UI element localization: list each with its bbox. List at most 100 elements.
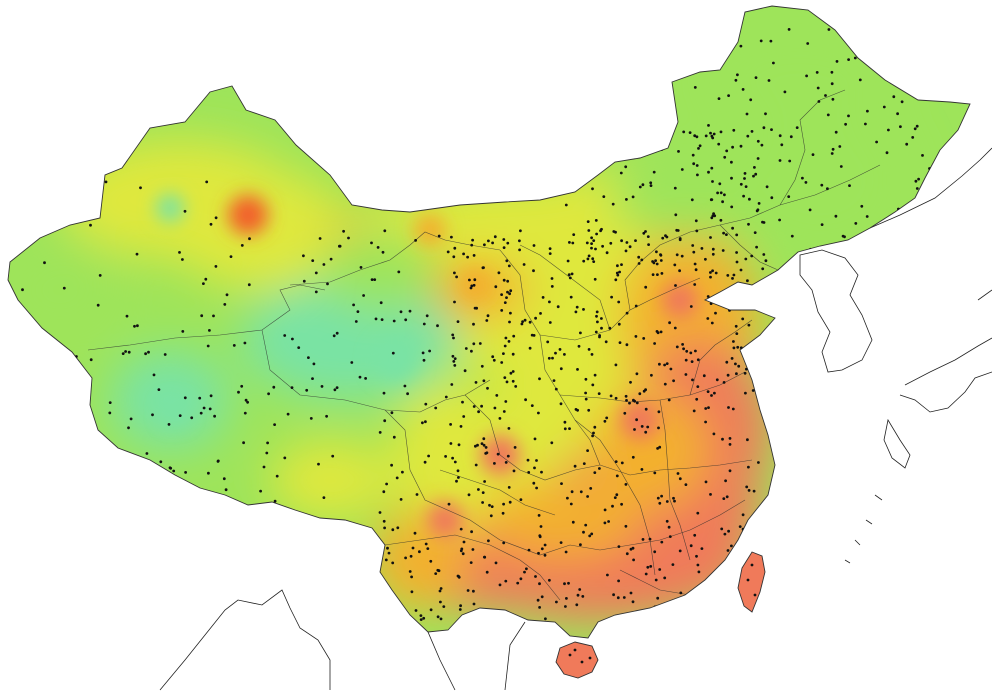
- station-point: [569, 502, 573, 506]
- station-point: [470, 349, 473, 353]
- station-point: [625, 198, 628, 201]
- station-point: [739, 182, 743, 186]
- station-point: [629, 591, 633, 595]
- station-point: [679, 591, 683, 595]
- station-point: [731, 575, 735, 578]
- station-point: [507, 427, 511, 430]
- station-point: [596, 320, 599, 324]
- station-point: [410, 575, 413, 579]
- station-point: [439, 617, 443, 621]
- station-point: [96, 303, 100, 307]
- station-point: [469, 286, 473, 290]
- station-point: [749, 98, 753, 102]
- station-point: [470, 284, 474, 288]
- station-point: [508, 500, 512, 504]
- station-point: [660, 494, 663, 498]
- station-point: [480, 442, 484, 445]
- station-point: [624, 483, 628, 486]
- station-point: [721, 200, 724, 204]
- station-point: [528, 320, 532, 324]
- station-point: [673, 499, 676, 503]
- station-point: [665, 519, 669, 523]
- station-point: [506, 290, 509, 294]
- station-point: [730, 544, 733, 548]
- station-point: [933, 162, 937, 166]
- station-point: [751, 389, 755, 392]
- station-point: [98, 274, 102, 277]
- station-point: [886, 38, 890, 42]
- station-point: [915, 187, 919, 190]
- heat-zone: [480, 480, 640, 560]
- station-point: [453, 364, 457, 367]
- station-point: [694, 349, 697, 353]
- station-point: [598, 467, 601, 470]
- station-point: [889, 66, 893, 69]
- station-point: [125, 314, 129, 318]
- station-point: [163, 353, 167, 356]
- station-point: [674, 213, 678, 217]
- station-point: [459, 425, 463, 428]
- station-point: [464, 347, 468, 350]
- station-point: [571, 520, 575, 524]
- station-point: [472, 254, 476, 257]
- station-point: [619, 171, 623, 175]
- station-point: [401, 470, 404, 474]
- station-point: [704, 480, 708, 484]
- station-point: [297, 346, 301, 349]
- station-point: [373, 278, 377, 281]
- station-point: [749, 615, 752, 619]
- station-point: [482, 379, 486, 383]
- station-point: [537, 551, 540, 555]
- station-point: [756, 157, 760, 160]
- station-point: [678, 238, 682, 242]
- station-point: [741, 301, 745, 305]
- station-point: [692, 250, 696, 254]
- station-point: [761, 267, 765, 271]
- station-point: [472, 602, 476, 606]
- station-point: [911, 218, 915, 222]
- station-point: [487, 539, 490, 543]
- station-point: [723, 532, 727, 536]
- station-point: [504, 336, 508, 340]
- station-point: [568, 427, 571, 430]
- station-point: [582, 462, 586, 465]
- station-point: [494, 285, 498, 289]
- station-point: [649, 565, 653, 568]
- station-point: [700, 547, 704, 550]
- station-point: [640, 258, 644, 262]
- station-point: [548, 252, 552, 256]
- station-point: [844, 122, 847, 126]
- station-point: [494, 561, 498, 565]
- station-point: [899, 125, 902, 129]
- station-point: [459, 527, 463, 531]
- station-point: [839, 165, 843, 168]
- station-point: [681, 343, 684, 346]
- station-point: [42, 496, 46, 499]
- station-point: [634, 239, 637, 243]
- station-point: [147, 350, 150, 354]
- station-point: [709, 302, 713, 305]
- station-point: [712, 132, 716, 136]
- station-point: [733, 558, 736, 562]
- station-point: [853, 56, 857, 60]
- station-point: [704, 420, 707, 424]
- station-point: [808, 208, 812, 212]
- station-point: [127, 426, 130, 430]
- station-point: [167, 476, 171, 480]
- station-point: [658, 445, 662, 449]
- station-point: [640, 425, 644, 428]
- station-point: [708, 55, 712, 59]
- station-point: [695, 554, 698, 558]
- station-point: [473, 306, 477, 310]
- station-point: [462, 415, 466, 418]
- station-point: [749, 522, 752, 526]
- station-point: [24, 367, 28, 370]
- station-point: [246, 400, 250, 404]
- station-point: [780, 143, 784, 147]
- station-point: [637, 255, 641, 259]
- station-point: [476, 443, 479, 447]
- station-point: [676, 472, 680, 475]
- station-point: [592, 148, 596, 152]
- station-point: [461, 400, 464, 404]
- station-point: [625, 343, 629, 347]
